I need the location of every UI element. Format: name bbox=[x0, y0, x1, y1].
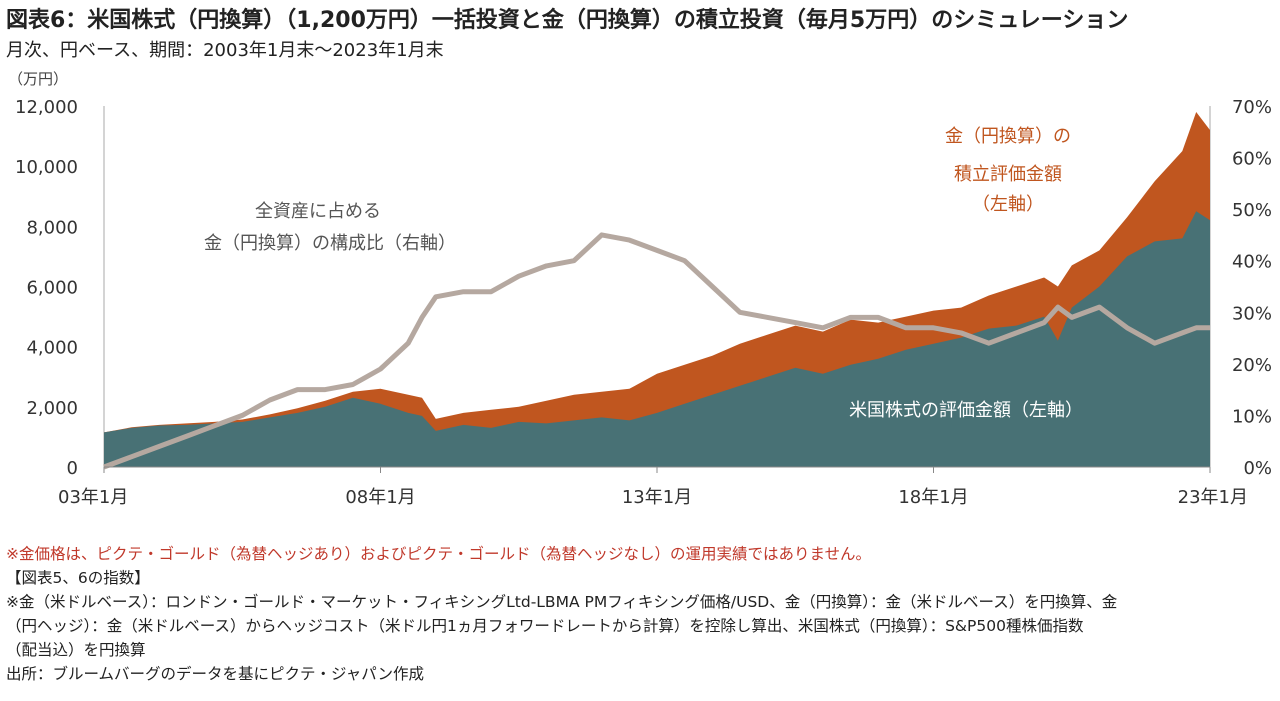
page-subtitle: 月次、円ベース、期間：2003年1月末～2023年1月末 bbox=[6, 40, 444, 61]
note-gold-disclaimer: ※金価格は、ピクテ・ゴールド（為替ヘッジあり）およびピクテ・ゴールド（為替ヘッジ… bbox=[6, 545, 872, 563]
left-tick-label: 8,000 bbox=[26, 217, 78, 238]
x-tick-label: 18年1月 bbox=[898, 487, 968, 508]
x-tick-label: 23年1月 bbox=[1178, 487, 1248, 508]
page-title: 図表6：米国株式（円換算）（1,200万円）一括投資と金（円換算）の積立投資（毎… bbox=[6, 8, 1129, 33]
left-axis-unit: （万円） bbox=[8, 70, 69, 88]
note-index-heading: 【図表5、6の指数】 bbox=[6, 569, 150, 587]
right-tick-label: 60% bbox=[1232, 149, 1272, 170]
series-stock-area bbox=[104, 211, 1210, 467]
left-tick-label: 6,000 bbox=[26, 278, 78, 299]
note-index-line3: （配当込）を円換算 bbox=[6, 641, 146, 659]
right-tick-label: 70% bbox=[1232, 97, 1272, 118]
right-tick-label: 20% bbox=[1232, 355, 1272, 376]
chart-svg: 0 2,000 4,000 6,000 8,000 10,000 12,000 0% 10% 2… bbox=[15, 97, 1272, 508]
right-tick-label: 30% bbox=[1232, 303, 1272, 324]
x-tick-label: 13年1月 bbox=[622, 487, 692, 508]
right-axis-ticks: 0% 10% 20% 30% 40% 50% 60% 70% bbox=[1232, 97, 1272, 479]
x-tick-label: 08年1月 bbox=[345, 487, 415, 508]
note-index-line2: （円ヘッジ）：金（米ドルベース）からヘッジコスト（米ドル円1ヵ月フォワードレート… bbox=[6, 617, 1084, 635]
notes-section: ※金価格は、ピクテ・ゴールド（為替ヘッジあり）およびピクテ・ゴールド（為替ヘッジ… bbox=[6, 542, 1276, 686]
left-tick-label: 4,000 bbox=[26, 338, 78, 359]
gold-area-label-line3: （左軸） bbox=[972, 194, 1044, 215]
right-tick-label: 0% bbox=[1243, 458, 1272, 479]
right-tick-label: 10% bbox=[1232, 406, 1272, 427]
note-index-line1: ※金（米ドルベース）：ロンドン・ゴールド・マーケット・フィキシングLtd-LBM… bbox=[6, 593, 1118, 611]
left-tick-label: 0 bbox=[67, 458, 78, 479]
x-tick-label: 03年1月 bbox=[58, 487, 128, 508]
ratio-label-line2: 金（円換算）の構成比（右軸） bbox=[204, 233, 456, 254]
ratio-label-line1: 全資産に占める bbox=[255, 201, 381, 222]
left-tick-label: 2,000 bbox=[26, 398, 78, 419]
left-axis-ticks: 0 2,000 4,000 6,000 8,000 10,000 12,000 bbox=[15, 97, 78, 479]
right-tick-label: 50% bbox=[1232, 200, 1272, 221]
stock-area-label: 米国株式の評価金額（左軸） bbox=[849, 400, 1083, 421]
note-source: 出所：ブルームバーグのデータを基にピクテ・ジャパン作成 bbox=[6, 665, 425, 683]
left-tick-label: 10,000 bbox=[15, 157, 78, 178]
gold-area-label-line1: 金（円換算）の bbox=[945, 126, 1071, 147]
x-axis-ticks: 03年1月 08年1月 13年1月 18年1月 23年1月 bbox=[58, 467, 1248, 508]
left-tick-label: 12,000 bbox=[15, 97, 78, 118]
series-ratio-line bbox=[103, 232, 1210, 470]
right-tick-label: 40% bbox=[1232, 252, 1272, 273]
gold-area-label-line2: 積立評価金額 bbox=[954, 164, 1062, 185]
